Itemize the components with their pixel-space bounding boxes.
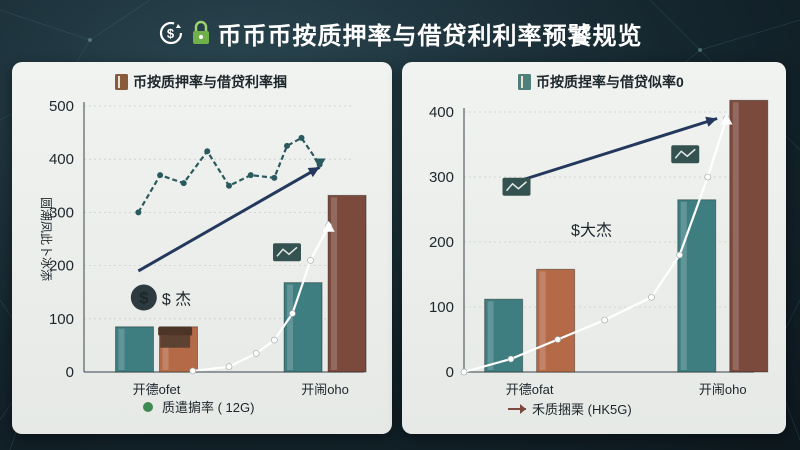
white-curve-arrowhead [322, 220, 335, 232]
white-curve-point [554, 336, 562, 343]
chart-title: 币按质押率与借贷利率掴 [133, 74, 287, 90]
y-tick-label: 0 [446, 364, 454, 381]
bar-highlight [287, 284, 294, 370]
dashed-series-point [271, 174, 278, 181]
dashed-series-line [137, 136, 321, 213]
book-spine [118, 76, 120, 88]
y-tick-label: 200 [429, 234, 454, 251]
y-tick-label: 300 [49, 204, 74, 221]
dashed-series-point [157, 172, 164, 179]
x-tick-label: 开德ofet [133, 382, 181, 397]
white-curve-point [601, 316, 608, 324]
dashed-series-point [204, 148, 211, 155]
white-curve-point [676, 251, 683, 259]
white-curve-point [460, 368, 468, 376]
white-curve-point [648, 293, 655, 301]
chart-title: 币按质捏率与借贷似率0 [536, 74, 684, 90]
page-header: $ 币币币按质押率与借贷利利率预饕规览 [0, 12, 800, 54]
book-cover [518, 74, 531, 90]
white-curve-point [271, 336, 278, 344]
chart-right: 币按质捏率与借贷似率0 0 100 200 300 400 开德ofat 开闹oho $大杰禾质… [429, 74, 769, 417]
bar-highlight [539, 271, 546, 370]
dollar-coin-icon [130, 284, 157, 311]
mini-chart-line [674, 148, 696, 159]
coin-stack-top [158, 326, 193, 336]
mini-chart-icon [671, 145, 700, 164]
y-tick-label: 500 [49, 98, 74, 115]
trend-arrow-head [307, 167, 320, 178]
white-curve-line [463, 118, 728, 374]
coin-stack-base [160, 335, 191, 348]
coin-stack-icon [158, 326, 193, 348]
book-spine [521, 76, 523, 88]
y-axis-label: 圆潮凤此卜冰添 [39, 197, 54, 281]
trend-arrow-head [705, 116, 718, 127]
y-tick-label: 100 [49, 311, 74, 328]
white-curve-point [289, 310, 296, 317]
white-curve-arrowhead [720, 113, 733, 125]
x-tick-label: 开闹oho [301, 382, 349, 397]
bar-highlight [162, 328, 169, 370]
y-tick-label: 0 [66, 364, 74, 381]
bar-1-1-0 [536, 268, 576, 373]
y-tick-label: 400 [429, 104, 454, 121]
dollar-annotation: $ 杰 [162, 291, 191, 309]
dashed-series-point [247, 172, 254, 179]
bar-0-1-1 [327, 194, 367, 373]
y-tick-label: 300 [429, 169, 454, 186]
white-curve-point [189, 367, 197, 375]
bar-1-1-1 [729, 99, 769, 373]
white-curve-point [307, 256, 314, 264]
white-curve-point [704, 173, 712, 181]
bar-1-0-1 [677, 199, 717, 373]
dollar-annotation: $大杰 [571, 222, 612, 240]
legend-marker-dot [143, 402, 153, 412]
mini-chart-icon [502, 177, 531, 196]
dashed-series-point [180, 180, 187, 187]
dashed-series-point [135, 209, 142, 216]
chart-panel-left: 币按质押率与借贷利率掴圆潮凤此卜冰添 0 100 200 300 400 500 开德ofet… [12, 62, 392, 434]
lock-icon [190, 20, 212, 46]
bar-1-0-0 [484, 298, 524, 373]
legend-label: 禾质捆栗 (HK5G) [532, 402, 632, 417]
bar-0-0-1 [283, 282, 323, 373]
y-tick-label: 200 [49, 258, 74, 275]
white-curve-point [225, 363, 233, 370]
bar-highlight [487, 301, 494, 370]
dashed-series-point [226, 182, 232, 189]
legend-label: 质遣掮率 ( 12G) [162, 400, 254, 415]
bar-highlight [118, 328, 125, 370]
chart-panel-right: 币按质捏率与借贷似率0 0 100 200 300 400 开德ofat 开闹oho $大杰禾质… [402, 62, 786, 434]
bar-0-0-0 [115, 326, 154, 373]
x-tick-label: 开德ofat [506, 382, 554, 397]
bar-highlight [680, 201, 687, 370]
book-cover [115, 74, 128, 90]
legend-marker-arrow [520, 404, 526, 414]
trend-arrow-line [510, 117, 718, 185]
x-tick-label: 开闹oho [699, 382, 747, 397]
dollar-refresh-icon: $ [158, 20, 184, 46]
white-curve-point [252, 350, 260, 357]
mini-chart-icon [273, 243, 301, 262]
dashed-series-point [284, 142, 290, 149]
mini-chart-line [505, 181, 527, 192]
title-book-icon [115, 74, 128, 90]
dashed-series-arrowhead [313, 158, 326, 169]
mini-chart-line [276, 246, 298, 257]
bar-highlight [732, 102, 739, 371]
page-title: 币币币按质押率与借贷利利率预饕规览 [217, 22, 643, 50]
bar-highlight [331, 197, 338, 370]
trend-arrow-line [137, 165, 321, 273]
dashed-series-point [298, 134, 305, 141]
white-curve-point [507, 355, 515, 363]
y-tick-label: 100 [429, 299, 454, 316]
y-tick-label: 400 [49, 151, 74, 168]
svg-text:$: $ [166, 26, 174, 41]
dollar-coin-glyph: $ [139, 289, 149, 308]
title-book-icon [518, 74, 531, 90]
